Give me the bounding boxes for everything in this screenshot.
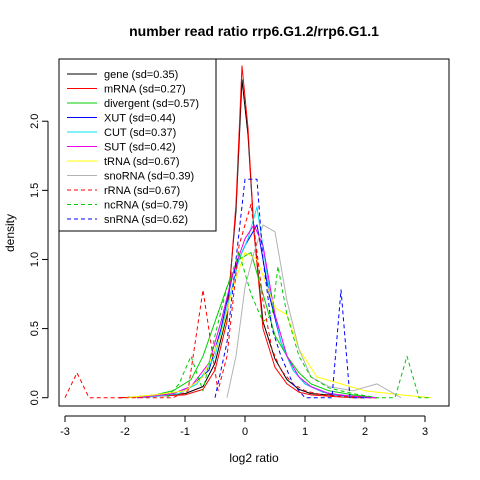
x-tick-label: 0 [242, 426, 248, 438]
legend-label-7: snoRNA (sd=0.39) [104, 171, 194, 183]
y-axis-label: density [3, 214, 17, 252]
y-tick-label: 1.5 [29, 183, 41, 198]
legend: gene (sd=0.35) mRNA (sd=0.27) divergent (s… [58, 58, 217, 232]
x-tick-label: -3 [60, 426, 70, 438]
legend-label-0: gene (sd=0.35) [104, 69, 178, 81]
x-tick-label: -1 [180, 426, 190, 438]
series-line-1 [118, 65, 377, 399]
series-line-7 [226, 224, 402, 399]
x-tick-label: 3 [422, 426, 428, 438]
series-layer [64, 65, 432, 399]
legend-label-2: divergent (sd=0.57) [104, 98, 199, 110]
x-tick-label: 2 [362, 426, 368, 438]
series-line-5 [136, 224, 378, 399]
legend-label-6: tRNA (sd=0.67) [104, 156, 180, 168]
legend-label-4: CUT (sd=0.37) [104, 127, 176, 139]
legend-box [58, 58, 217, 232]
plot-frame [58, 58, 450, 407]
series-line-2 [124, 252, 378, 399]
legend-label-1: mRNA (sd=0.27) [104, 84, 186, 96]
legend-label-10: snRNA (sd=0.62) [104, 214, 188, 226]
legend-label-3: XUT (sd=0.44) [104, 113, 176, 125]
y-tick-label: 0.0 [29, 390, 41, 405]
x-axis-label: log2 ratio [229, 451, 279, 465]
legend-label-8: rRNA (sd=0.67) [104, 185, 180, 197]
x-tick-label: -2 [120, 426, 130, 438]
y-tick-label: 2.0 [29, 114, 41, 129]
y-tick-label: 1.0 [29, 252, 41, 267]
series-line-9 [166, 252, 431, 399]
x-tick-label: 1 [302, 426, 308, 438]
legend-label-5: SUT (sd=0.42) [104, 142, 176, 154]
series-line-8 [64, 203, 366, 399]
legend-label-9: ncRNA (sd=0.79) [104, 200, 188, 212]
y-tick-label: 0.5 [29, 321, 41, 336]
chart-title: number read ratio rrp6.G1.2/rrp6.G1.1 [129, 23, 379, 39]
axes-layer: -3 -2 -1 0 1 2 3 0.0 0.5 1.0 1.5 2.0 [29, 114, 428, 438]
